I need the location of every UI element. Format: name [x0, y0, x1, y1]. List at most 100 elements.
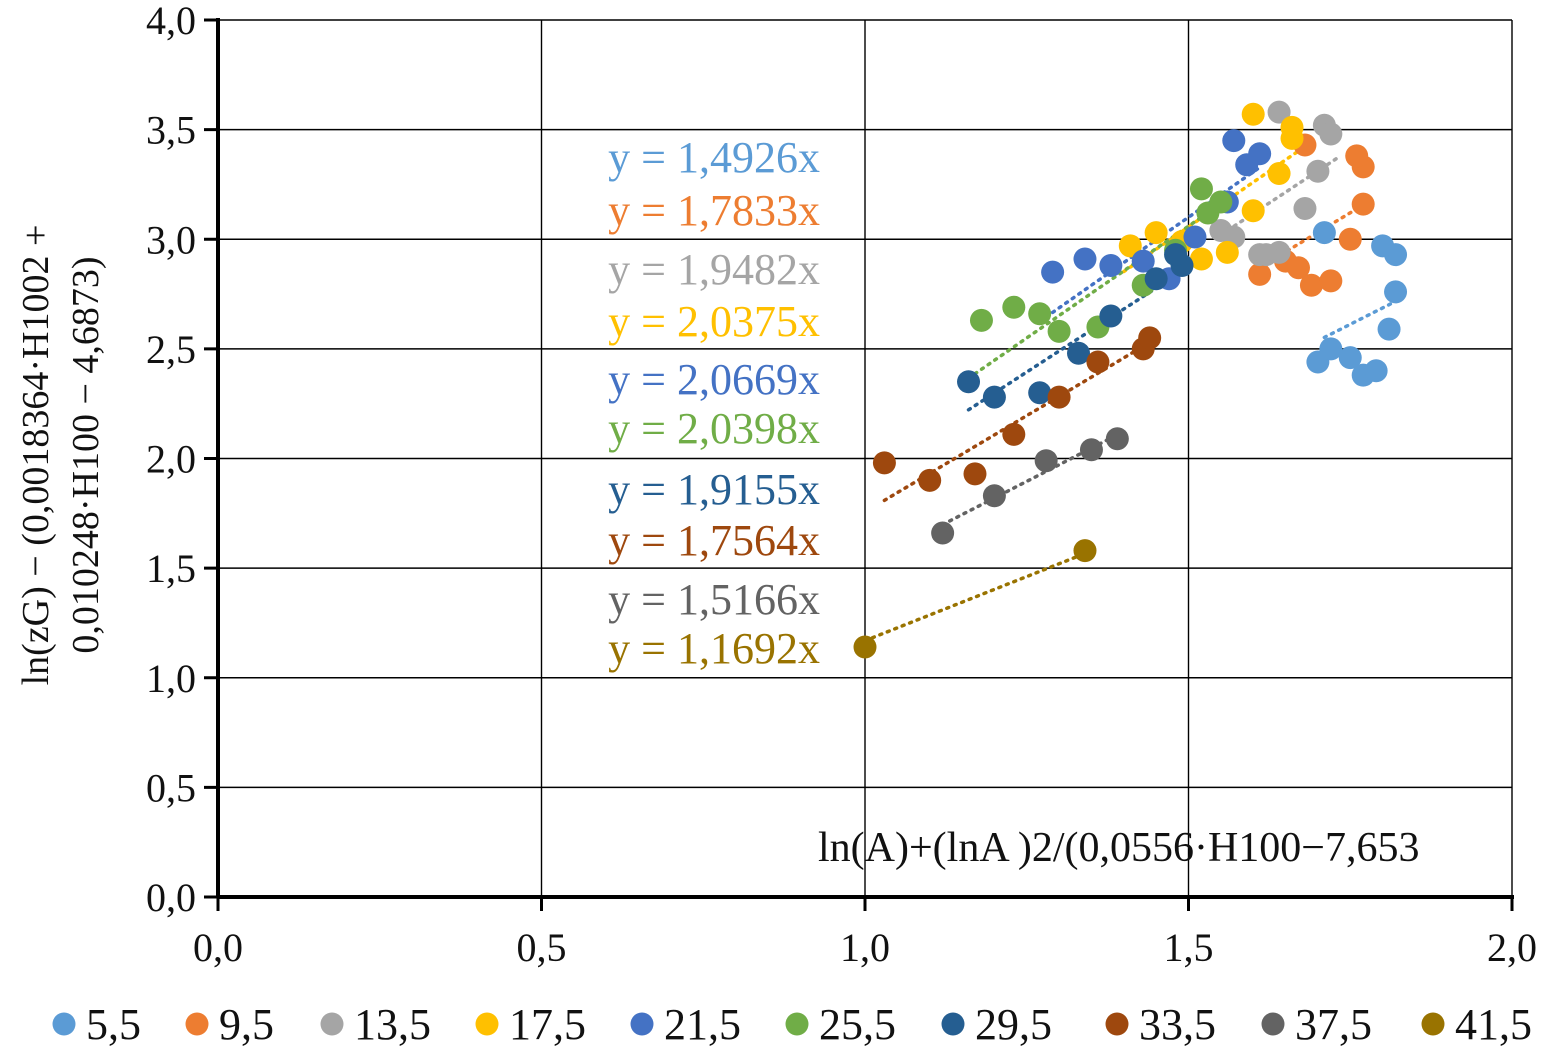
trendline-41-5 — [863, 551, 1087, 643]
x-axis-title: ln(A)+(lnA )2/(0,0556·H100−7,653 — [818, 825, 1419, 871]
data-point-29-5 — [1099, 304, 1123, 328]
data-point-29-5 — [957, 370, 981, 394]
data-point-33-5 — [1138, 326, 1162, 350]
data-point-29-5 — [1164, 243, 1188, 267]
x-tick-label: 1,5 — [1164, 925, 1214, 970]
data-point-25-5 — [1047, 319, 1071, 343]
data-point-5-5 — [1377, 317, 1401, 341]
data-point-33-5 — [918, 468, 942, 492]
data-point-37-5 — [931, 521, 955, 545]
y-axis-title-line1: ln(zG) − (0,0018364·H1002 + — [15, 225, 57, 686]
data-point-9-5 — [1299, 273, 1323, 297]
legend-label: 41,5 — [1455, 1000, 1532, 1049]
data-point-21-5 — [1222, 129, 1246, 153]
data-point-9-5 — [1248, 262, 1272, 286]
trend-equation: y = 2,0669x — [608, 355, 820, 404]
data-point-33-5 — [1086, 350, 1110, 374]
y-tick-label: 3,0 — [146, 217, 196, 262]
data-point-33-5 — [872, 451, 896, 475]
data-point-29-5 — [1144, 267, 1168, 291]
data-point-5-5 — [1312, 221, 1336, 245]
trendline-5-5 — [1322, 296, 1404, 340]
legend-label: 5,5 — [86, 1000, 141, 1049]
data-point-33-5 — [963, 462, 987, 486]
data-point-17-5 — [1118, 234, 1142, 258]
data-point-9-5 — [1319, 269, 1343, 293]
data-point-37-5 — [1105, 427, 1129, 451]
x-tick-label: 2,0 — [1487, 925, 1537, 970]
y-tick-label: 4,0 — [146, 0, 196, 43]
data-point-17-5 — [1241, 199, 1265, 223]
legend-marker — [320, 1012, 344, 1036]
legend-label: 25,5 — [819, 1000, 896, 1049]
legend-marker — [785, 1012, 809, 1036]
legend-marker — [185, 1012, 209, 1036]
legend-marker — [941, 1012, 965, 1036]
trend-equation: y = 1,9155x — [608, 465, 820, 514]
legend-marker — [475, 1012, 499, 1036]
x-tick-label: 0,0 — [193, 925, 243, 970]
point-layer — [853, 100, 1408, 659]
data-point-5-5 — [1384, 280, 1408, 304]
legend-label: 29,5 — [975, 1000, 1052, 1049]
y-axis-title-line2: 0,010248·H100 − 4,6873) — [65, 256, 107, 653]
data-point-9-5 — [1338, 227, 1362, 251]
trendline-13-5 — [1219, 156, 1340, 237]
data-point-5-5 — [1338, 346, 1362, 370]
legend-label: 21,5 — [664, 1000, 741, 1049]
data-point-21-5 — [1073, 247, 1097, 271]
data-point-21-5 — [1183, 225, 1207, 249]
data-point-33-5 — [1002, 422, 1026, 446]
data-point-13-5 — [1267, 100, 1291, 124]
trendline-layer — [863, 144, 1404, 643]
legend-marker — [1261, 1012, 1285, 1036]
data-point-33-5 — [1047, 385, 1071, 409]
data-point-25-5 — [1189, 177, 1213, 201]
data-point-25-5 — [1002, 295, 1026, 319]
legend-label: 13,5 — [354, 1000, 431, 1049]
data-point-37-5 — [1079, 438, 1103, 462]
trendline-25-5 — [973, 197, 1230, 376]
data-point-17-5 — [1215, 240, 1239, 264]
data-point-41-5 — [1073, 539, 1097, 563]
data-point-17-5 — [1189, 247, 1213, 271]
y-tick-label: 2,0 — [146, 437, 196, 482]
legend-label: 37,5 — [1295, 1000, 1372, 1049]
data-point-13-5 — [1319, 122, 1343, 146]
y-tick-label: 0,5 — [146, 765, 196, 810]
legend-marker — [1421, 1012, 1445, 1036]
data-point-9-5 — [1345, 144, 1369, 168]
data-point-37-5 — [1034, 449, 1058, 473]
data-point-17-5 — [1144, 221, 1168, 245]
data-point-9-5 — [1286, 256, 1310, 280]
legend-label: 33,5 — [1139, 1000, 1216, 1049]
x-tick-label: 1,0 — [840, 925, 890, 970]
data-point-21-5 — [1248, 142, 1272, 166]
data-point-25-5 — [1028, 302, 1052, 326]
data-point-9-5 — [1351, 192, 1375, 216]
trend-equation: y = 1,1692x — [608, 624, 820, 673]
legend-label: 17,5 — [509, 1000, 586, 1049]
trend-equation: y = 1,5166x — [608, 575, 820, 624]
y-tick-label: 1,5 — [146, 546, 196, 591]
data-point-29-5 — [1028, 381, 1052, 405]
legend: 5,5 9,5 13,5 17,5 21,5 25,5 29,5 33,5 37,5 41,5 — [52, 1000, 1532, 1049]
trend-equation: y = 1,4926x — [608, 133, 820, 182]
trend-equation: y = 2,0398x — [608, 404, 820, 453]
data-point-37-5 — [982, 484, 1006, 508]
legend-marker — [630, 1012, 654, 1036]
data-point-29-5 — [1067, 341, 1091, 365]
data-point-13-5 — [1293, 197, 1317, 221]
data-point-41-5 — [853, 635, 877, 659]
data-point-5-5 — [1319, 337, 1343, 361]
tick-label-layer: 0,0 0,5 1,0 1,5 2,0 2,5 3,0 3,5 4,0 0,0 0,5 1,0 1,5 2… — [146, 0, 1537, 970]
trend-equation: y = 1,7833x — [608, 186, 820, 235]
data-point-13-5 — [1306, 159, 1330, 183]
data-point-21-5 — [1099, 254, 1123, 278]
trend-equation: y = 1,7564x — [608, 516, 820, 565]
trend-equation: y = 2,0375x — [608, 297, 820, 346]
data-point-25-5 — [969, 308, 993, 332]
trend-equation: y = 1,9482x — [608, 245, 820, 294]
